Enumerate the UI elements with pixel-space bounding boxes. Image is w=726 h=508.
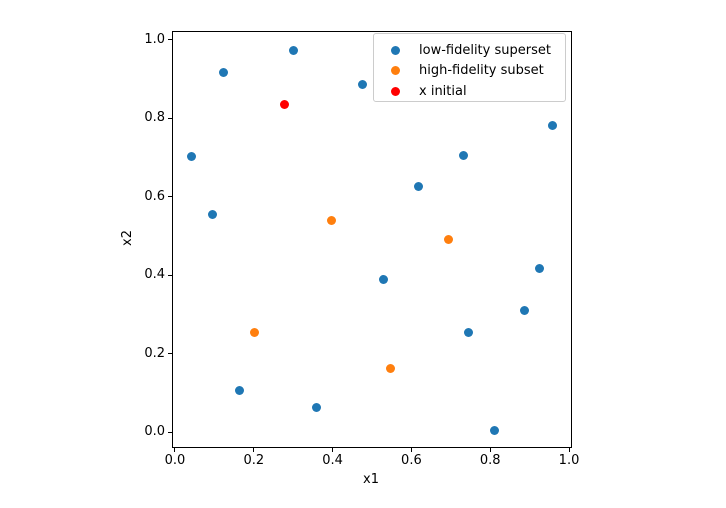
data-point (326, 215, 336, 225)
y-tick-mark (168, 117, 172, 119)
y-tick-label: 0.6 (144, 188, 165, 204)
y-tick-mark (168, 274, 172, 276)
x-tick-mark (489, 448, 491, 452)
x-tick-label: 0.2 (243, 453, 265, 468)
data-point (414, 181, 424, 191)
data-point (235, 386, 245, 396)
y-axis-label: x2 (120, 230, 135, 246)
data-point (207, 209, 217, 219)
data-point (378, 274, 388, 284)
legend-marker-icon (391, 45, 400, 55)
legend-item: low-fidelity superset (374, 40, 565, 61)
legend-marker-icon (391, 66, 400, 76)
y-tick-mark (168, 431, 172, 433)
x-tick-mark (174, 448, 176, 452)
x-axis-label: x1 (363, 472, 379, 487)
data-point (444, 235, 454, 245)
x-tick-mark (410, 448, 412, 452)
y-tick-label: 0.2 (144, 345, 165, 361)
data-point (489, 425, 499, 435)
legend-item: high-fidelity subset (374, 61, 565, 82)
x-tick-label: 0.8 (479, 453, 501, 468)
data-point (520, 305, 530, 315)
data-point (535, 263, 545, 273)
x-tick-label: 0.0 (164, 453, 186, 468)
y-tick-label: 0.8 (144, 110, 165, 126)
legend-marker-icon (391, 86, 400, 96)
y-tick-mark (168, 353, 172, 355)
data-point (186, 152, 196, 162)
legend-label: low-fidelity superset (419, 42, 551, 58)
y-tick-label: 0.0 (144, 424, 165, 440)
data-point (548, 121, 558, 131)
y-tick-mark (168, 39, 172, 41)
data-point (279, 100, 289, 110)
y-tick-label: 1.0 (144, 31, 165, 47)
legend-item: x initial (374, 81, 565, 102)
data-point (218, 67, 228, 77)
legend: low-fidelity superset high-fidelity subse… (373, 33, 566, 102)
x-tick-mark (253, 448, 255, 452)
data-point (385, 364, 395, 374)
x-tick-mark (332, 448, 334, 452)
data-point (311, 403, 321, 413)
x-tick-mark (568, 448, 570, 452)
data-point (358, 80, 368, 90)
data-point (250, 328, 260, 338)
data-point (289, 46, 299, 56)
data-point (464, 328, 474, 338)
legend-label: high-fidelity subset (419, 63, 544, 79)
y-tick-label: 0.4 (144, 267, 165, 283)
x-tick-label: 0.6 (401, 453, 422, 468)
y-tick-mark (168, 196, 172, 198)
data-point (458, 151, 468, 161)
legend-label: x initial (419, 83, 467, 99)
x-tick-label: 1.0 (558, 453, 580, 468)
x-tick-label: 0.4 (322, 453, 343, 468)
